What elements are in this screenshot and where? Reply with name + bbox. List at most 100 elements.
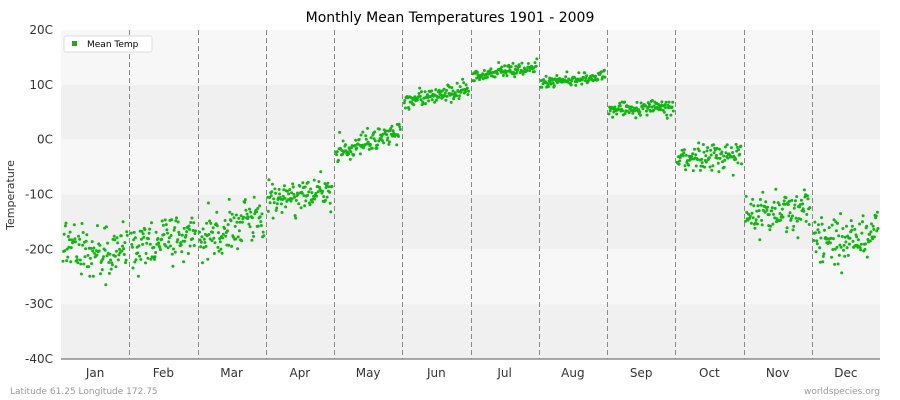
data-point [236,235,240,239]
data-point [720,150,724,154]
data-point [445,89,448,92]
data-point [630,105,634,109]
data-point [801,202,805,206]
data-point [518,64,521,68]
data-point [761,208,765,212]
data-point [179,241,183,245]
data-point [840,235,844,238]
data-point [217,231,220,235]
data-point [252,234,256,238]
data-point [481,72,485,76]
data-point [783,202,787,206]
data-point [426,93,429,97]
data-point [124,261,127,265]
data-point [839,245,843,249]
data-point [872,227,876,231]
data-point [458,94,462,98]
data-point [395,143,399,147]
data-point [273,187,277,191]
data-point [764,200,768,204]
data-point [645,109,648,113]
data-point [293,195,296,199]
data-point [450,92,454,96]
data-point [188,244,192,248]
data-point [180,250,184,254]
data-point [172,247,175,251]
data-point [691,152,695,156]
data-point [767,213,771,217]
data-point [456,90,460,93]
y-tick-label: -40C [25,352,53,366]
x-tick-label: Aug [561,366,584,380]
data-point [200,235,204,239]
data-point [724,151,728,155]
data-point [397,134,400,138]
data-point [500,65,504,69]
data-point [291,185,295,189]
data-point [526,62,530,65]
data-point [355,146,359,150]
data-point [184,233,188,237]
data-point [792,224,796,228]
data-point [637,108,641,112]
data-point [430,89,434,93]
data-point [669,113,673,117]
data-point [227,243,231,247]
data-point [623,112,627,115]
data-point [216,245,220,249]
data-point [787,214,791,218]
data-point [96,224,99,228]
data-point [403,99,407,102]
data-point [817,223,820,227]
data-point [229,219,233,223]
data-point [313,197,317,201]
data-point [136,274,140,278]
data-point [398,125,402,129]
data-point [840,271,844,275]
data-point [785,230,788,234]
data-point [328,190,332,194]
plot-background [61,30,880,360]
data-point [448,85,451,89]
data-point [260,212,264,216]
data-point [377,139,381,143]
data-point [781,215,785,219]
data-point [191,229,195,232]
data-point [90,240,94,244]
data-point [819,236,823,240]
data-point [182,260,186,264]
data-point [134,258,138,262]
data-point [372,137,376,141]
data-point [639,113,642,117]
data-point [121,244,124,248]
data-point [794,216,798,220]
data-point [511,61,515,65]
data-point [664,100,668,104]
data-point [206,201,210,205]
data-point [330,184,334,188]
data-point [287,192,291,196]
data-point [291,182,295,186]
data-point [211,230,215,234]
data-point [258,215,262,219]
data-point [828,241,832,245]
data-point [808,206,812,210]
data-point [233,224,237,228]
data-point [580,78,584,82]
data-point [162,233,166,236]
data-point [585,74,589,78]
data-point [721,160,724,164]
data-point [118,247,121,251]
data-point [224,234,228,238]
data-point [691,169,695,173]
data-point [744,194,748,198]
data-point [697,149,701,153]
data-point [505,74,509,78]
data-point [549,82,553,86]
data-point [186,252,190,255]
data-point [108,252,112,256]
data-point [189,221,193,224]
data-point [755,222,759,226]
data-point [682,148,686,152]
data-point [816,228,820,232]
